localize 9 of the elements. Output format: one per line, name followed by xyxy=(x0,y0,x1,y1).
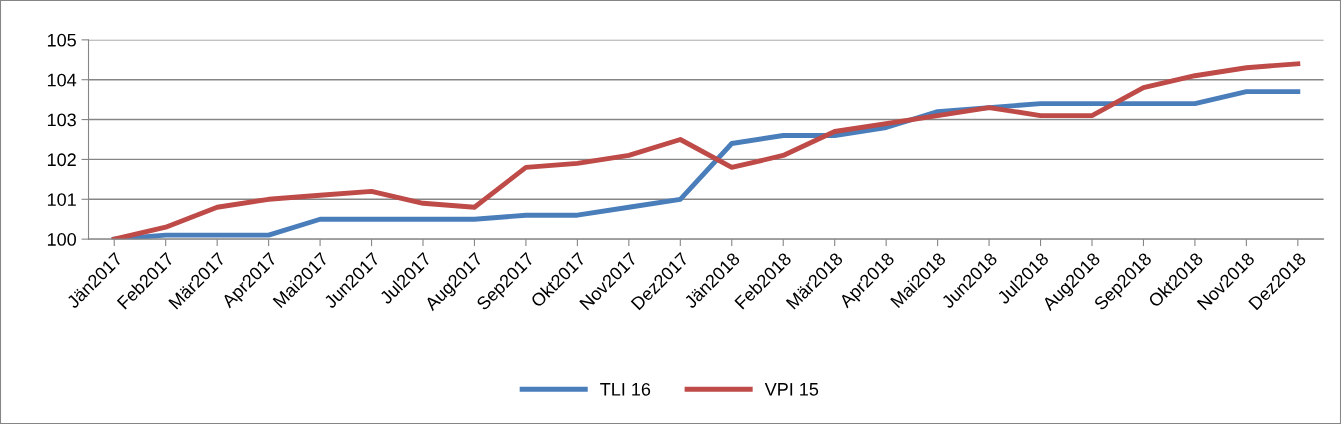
y-tick-label: 102 xyxy=(47,153,76,167)
legend-label: TLI 16 xyxy=(600,382,651,396)
y-tick-label: 101 xyxy=(47,193,76,206)
legend-label: VPI 15 xyxy=(764,383,819,396)
y-tick-label: 105 xyxy=(47,33,76,47)
y-tick-label: 100 xyxy=(47,233,76,246)
line-series xyxy=(111,61,1301,240)
y-tick-label: 104 xyxy=(47,73,77,87)
y-tick-label: 103 xyxy=(47,113,76,127)
